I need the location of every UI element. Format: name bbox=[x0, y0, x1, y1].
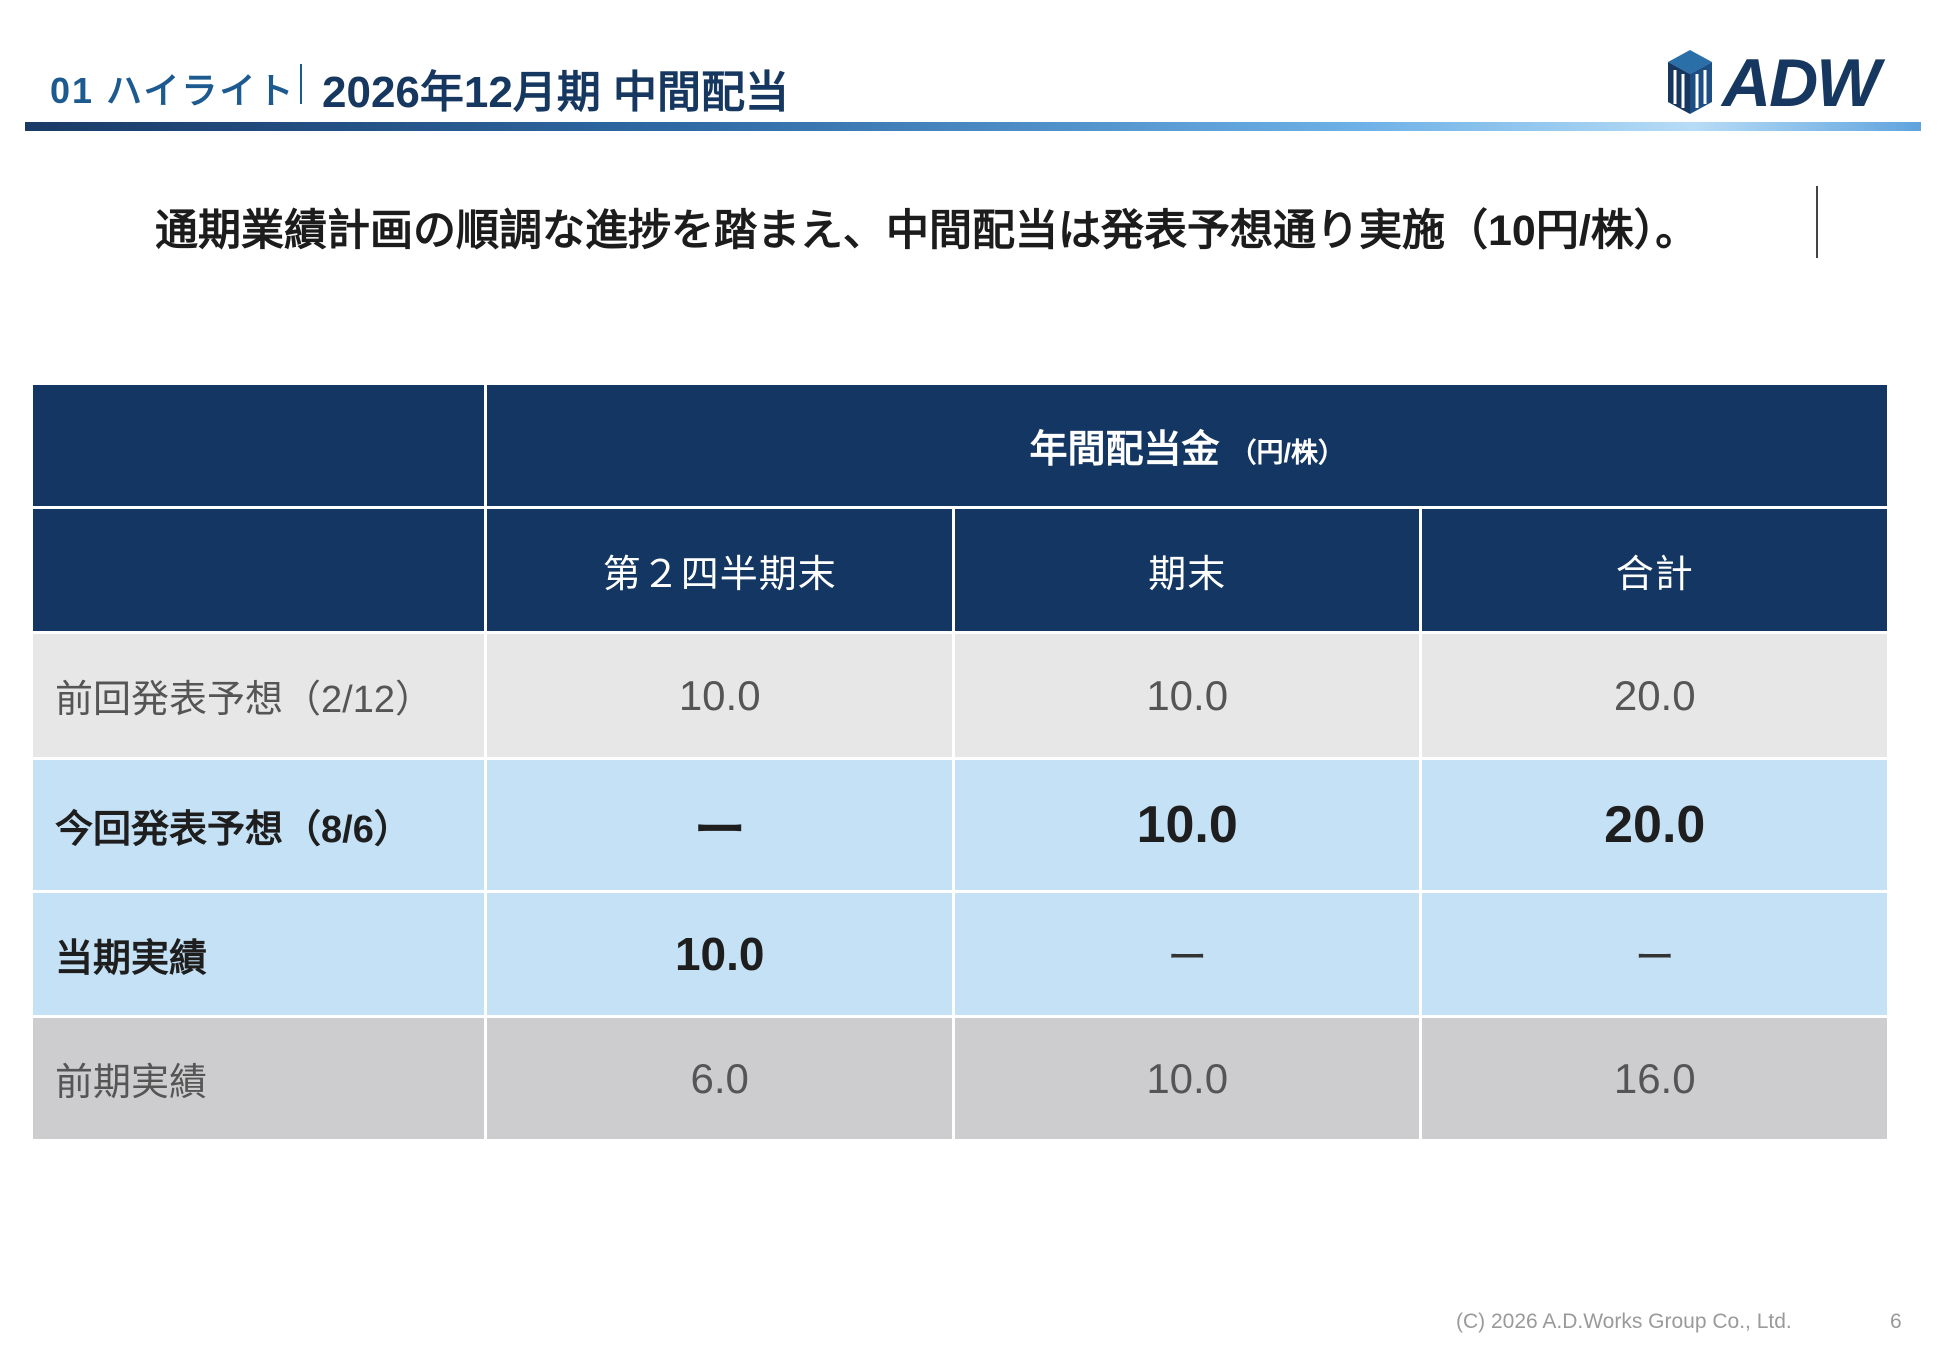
page-title: 2026年12月期 中間配当 bbox=[322, 68, 790, 117]
column-header: 合計 bbox=[1419, 506, 1890, 634]
copyright-notice: (C) 2026 A.D.Works Group Co., Ltd. bbox=[1456, 1310, 1792, 1333]
header-divider bbox=[300, 64, 302, 104]
table-cell: ー bbox=[484, 757, 955, 893]
section-label: 01 ハイライト bbox=[50, 70, 296, 111]
slide-header: 01 ハイライト 2026年12月期 中間配当 ADW bbox=[0, 0, 1950, 135]
group-header-cell: 年間配当金 （円/株） bbox=[484, 382, 1890, 509]
column-header: 期末 bbox=[951, 506, 1423, 634]
table-cell: 10.0 bbox=[484, 890, 955, 1018]
cube-icon bbox=[1668, 50, 1712, 114]
row-label: 今回発表予想（8/6） bbox=[29, 757, 488, 893]
table-cell: 16.0 bbox=[1419, 1015, 1890, 1142]
company-logo: ADW bbox=[1668, 45, 1918, 121]
page-number: 6 bbox=[1890, 1310, 1902, 1333]
table-cell: 10.0 bbox=[951, 757, 1423, 893]
table-cell: 6.0 bbox=[484, 1015, 955, 1142]
table-header-group-row: 年間配当金 （円/株） bbox=[29, 382, 1890, 509]
row-label: 当期実績 bbox=[29, 890, 488, 1018]
table-cell: ー bbox=[1419, 890, 1890, 1018]
column-header: 第２四半期末 bbox=[484, 506, 955, 634]
header-empty-cell bbox=[29, 382, 488, 509]
text-cursor bbox=[1816, 186, 1818, 258]
table-row: 前回発表予想（2/12） 10.0 10.0 20.0 bbox=[29, 631, 1890, 760]
table-row: 前期実績 6.0 10.0 16.0 bbox=[29, 1015, 1890, 1142]
headline-message: 通期業績計画の順調な進捗を踏まえ、中間配当は発表予想通り実施（10円/株）。 bbox=[155, 207, 1699, 255]
header-empty-cell bbox=[29, 506, 488, 634]
table-cell: 10.0 bbox=[951, 631, 1423, 760]
row-label: 前期実績 bbox=[29, 1015, 488, 1142]
table-row: 今回発表予想（8/6） ー 10.0 20.0 bbox=[29, 757, 1890, 893]
row-label: 前回発表予想（2/12） bbox=[29, 631, 488, 760]
dividend-table: 年間配当金 （円/株） 第２四半期末 期末 合計 前回発表予想（2/12） 10.… bbox=[29, 382, 1890, 1142]
table-header-row: 第２四半期末 期末 合計 bbox=[29, 506, 1890, 634]
table-cell: 10.0 bbox=[951, 1015, 1423, 1142]
group-header-title: 年間配当金 bbox=[1029, 429, 1220, 471]
table-cell: 20.0 bbox=[1419, 757, 1890, 893]
header-gradient-rule bbox=[25, 122, 1921, 131]
logo-wordmark: ADW bbox=[1722, 45, 1880, 121]
group-header-unit: （円/株） bbox=[1229, 438, 1345, 468]
table-row: 当期実績 10.0 ー ー bbox=[29, 890, 1890, 1018]
table-cell: 10.0 bbox=[484, 631, 955, 760]
table-cell: 20.0 bbox=[1419, 631, 1890, 760]
table-cell: ー bbox=[951, 890, 1423, 1018]
